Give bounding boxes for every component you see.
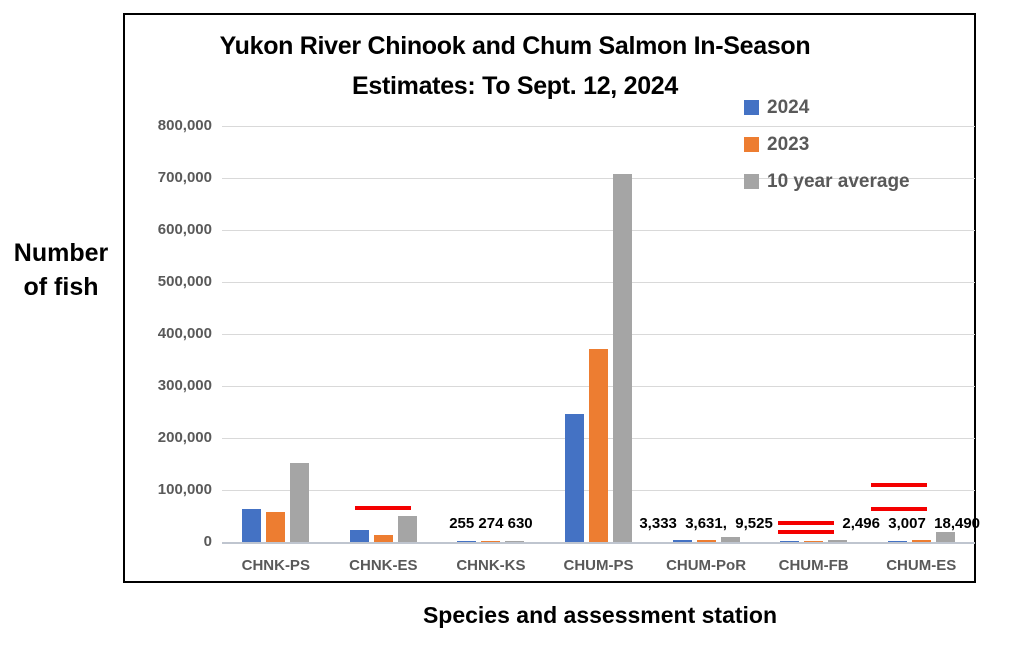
reference-line-CHUM-FB-1 bbox=[777, 520, 834, 525]
bar-CHNK-ES-2024 bbox=[349, 529, 369, 542]
category-label-CHNK-KS: CHNK-KS bbox=[456, 557, 526, 574]
category-label-CHUM-FB: CHUM-FB bbox=[778, 557, 849, 574]
gridline-400,000 bbox=[222, 334, 975, 335]
bar-CHUM-ES-2024 bbox=[887, 540, 907, 542]
bar-CHUM-PS-10-year-average bbox=[613, 174, 632, 542]
gridline-800,000 bbox=[222, 126, 975, 127]
chart-title: Yukon River Chinook and Chum Salmon In-S… bbox=[160, 26, 870, 106]
bar-CHNK-PS-10-year-average bbox=[290, 462, 310, 542]
legend-item-2023: 2023 bbox=[744, 133, 910, 156]
category-label-CHNK-PS: CHNK-PS bbox=[241, 557, 310, 574]
category-label-CHUM-ES: CHUM-ES bbox=[886, 557, 957, 574]
bar-CHUM-FB-2023 bbox=[804, 540, 824, 542]
bar-CHUM-ES-2023 bbox=[911, 540, 931, 542]
bar-CHNK-KS-10-year-average bbox=[505, 540, 525, 542]
y-tick-label-300,000: 300,000 bbox=[157, 377, 212, 394]
bar-CHUM-PS-2023 bbox=[589, 349, 608, 542]
legend: 2024 2023 10 year average bbox=[744, 96, 910, 207]
x-axis-line bbox=[222, 542, 975, 544]
chart-title-line2: Estimates: To Sept. 12, 2024 bbox=[352, 72, 678, 100]
bar-CHNK-ES-2023 bbox=[373, 534, 393, 542]
category-label-CHUM-PS: CHUM-PS bbox=[563, 557, 634, 574]
gridline-700,000 bbox=[222, 178, 975, 179]
bar-CHUM-PoR-2023 bbox=[696, 540, 716, 542]
y-tick-label-0: 0 bbox=[203, 533, 212, 550]
gridline-600,000 bbox=[222, 230, 975, 231]
reference-line-CHUM-ES-4 bbox=[871, 506, 928, 511]
y-tick-label-700,000: 700,000 bbox=[157, 169, 212, 186]
bar-CHUM-FB-10-year-average bbox=[828, 540, 848, 542]
bar-CHNK-ES-10-year-average bbox=[397, 516, 417, 542]
bar-CHNK-PS-2024 bbox=[242, 509, 262, 542]
x-axis-title: Species and assessment station bbox=[422, 602, 778, 628]
bar-CHNK-KS-2023 bbox=[481, 540, 501, 542]
y-tick-label-100,000: 100,000 bbox=[157, 481, 212, 498]
value-label-CHUM-ES: 2,496 3,007 18,490 bbox=[842, 515, 981, 532]
value-label-CHUM-PoR: 3,333 3,631, 9,525 bbox=[639, 515, 773, 532]
chart-frame bbox=[123, 13, 976, 583]
y-axis-title: Number of fish bbox=[0, 236, 122, 304]
legend-label-2023: 2023 bbox=[767, 133, 810, 155]
chart-title-line1: Yukon River Chinook and Chum Salmon In-S… bbox=[219, 32, 811, 60]
value-label-CHNK-KS: 255 274 630 bbox=[449, 515, 533, 532]
y-axis-title-line2: of fish bbox=[23, 273, 99, 301]
y-tick-label-600,000: 600,000 bbox=[157, 221, 212, 238]
y-tick-label-500,000: 500,000 bbox=[157, 273, 212, 290]
legend-item-2024: 2024 bbox=[744, 96, 910, 119]
bar-CHNK-KS-2024 bbox=[457, 540, 477, 542]
legend-item-10yr-average: 10 year average bbox=[744, 170, 910, 193]
bar-CHNK-PS-2023 bbox=[266, 511, 286, 542]
legend-label-2024: 2024 bbox=[767, 96, 810, 118]
bar-CHUM-ES-10-year-average bbox=[935, 532, 955, 542]
y-axis-title-line1: Number bbox=[13, 239, 109, 267]
bar-CHUM-FB-2024 bbox=[780, 540, 800, 542]
legend-swatch-2024 bbox=[744, 100, 759, 115]
category-label-CHNK-ES: CHNK-ES bbox=[349, 557, 418, 574]
bar-CHUM-PS-2024 bbox=[565, 414, 584, 542]
legend-swatch-2023 bbox=[744, 137, 759, 152]
legend-label-10yr-average: 10 year average bbox=[767, 170, 910, 192]
reference-line-CHNK-ES-0 bbox=[355, 505, 412, 510]
reference-line-CHUM-FB-2 bbox=[777, 530, 834, 535]
reference-line-CHUM-ES-3 bbox=[871, 483, 928, 488]
y-tick-label-400,000: 400,000 bbox=[157, 325, 212, 342]
legend-swatch-10yr-average bbox=[744, 174, 759, 189]
y-tick-label-800,000: 800,000 bbox=[157, 117, 212, 134]
bar-CHUM-PoR-2024 bbox=[672, 540, 692, 542]
category-label-CHUM-PoR: CHUM-PoR bbox=[666, 557, 747, 574]
gridline-500,000 bbox=[222, 282, 975, 283]
bar-CHUM-PoR-10-year-average bbox=[720, 537, 740, 542]
y-tick-label-200,000: 200,000 bbox=[157, 429, 212, 446]
